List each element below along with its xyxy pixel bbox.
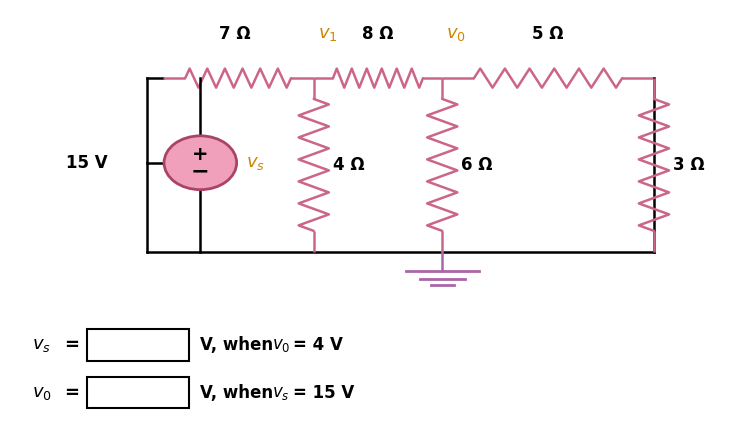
Text: $v_s$: $v_s$ (272, 384, 290, 402)
Text: +: + (192, 145, 209, 164)
Text: 5 Ω: 5 Ω (532, 26, 564, 43)
FancyBboxPatch shape (87, 377, 189, 408)
FancyBboxPatch shape (87, 329, 189, 361)
Text: = 4 V: = 4 V (293, 336, 342, 354)
Text: =: = (64, 384, 79, 402)
Text: 8 Ω: 8 Ω (362, 26, 394, 43)
Text: $v_0$: $v_0$ (272, 336, 290, 354)
Text: $v_s$: $v_s$ (32, 336, 51, 354)
Text: 6 Ω: 6 Ω (461, 156, 493, 174)
Text: $v_s$: $v_s$ (246, 154, 265, 172)
Text: $v_0$: $v_0$ (446, 26, 466, 43)
Text: V, when: V, when (200, 384, 279, 402)
Text: 15 V: 15 V (66, 154, 108, 172)
Text: $v_0$: $v_0$ (32, 384, 51, 402)
Text: =: = (64, 336, 79, 354)
Ellipse shape (164, 136, 237, 190)
Text: 3 Ω: 3 Ω (673, 156, 705, 174)
Text: 4 Ω: 4 Ω (333, 156, 364, 174)
Text: 7 Ω: 7 Ω (218, 26, 250, 43)
Text: $v_1$: $v_1$ (318, 26, 337, 43)
Text: = 15 V: = 15 V (293, 384, 354, 402)
Text: V, when: V, when (200, 336, 279, 354)
Text: −: − (191, 161, 209, 181)
